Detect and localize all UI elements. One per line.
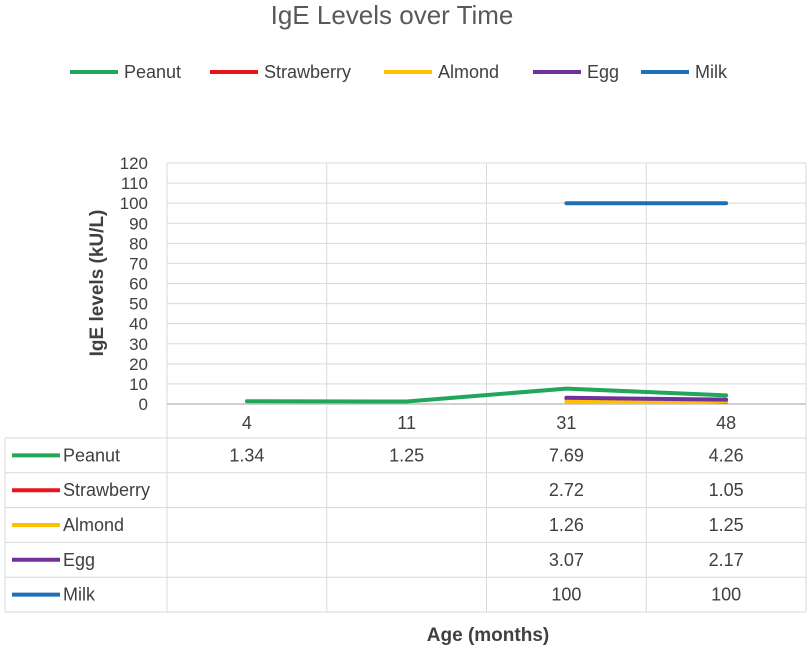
table-cell-almond-31: 1.26 bbox=[549, 515, 584, 535]
table-cell-almond-48: 1.25 bbox=[709, 515, 744, 535]
x-tick-11: 11 bbox=[397, 413, 416, 433]
table-cell-peanut-48: 4.26 bbox=[709, 445, 744, 465]
series-line-peanut bbox=[244, 386, 729, 404]
legend-label-peanut: Peanut bbox=[124, 62, 181, 82]
table-row-milk: Milk 100 100 bbox=[12, 585, 741, 605]
x-tick-4: 4 bbox=[242, 413, 252, 433]
y-axis-title: IgE levels (kU/L) bbox=[87, 210, 108, 357]
y-tick-90: 90 bbox=[129, 214, 148, 233]
x-axis-title: Age (months) bbox=[427, 625, 549, 646]
table-row-label-milk: Milk bbox=[63, 585, 96, 605]
y-tick-120: 120 bbox=[120, 154, 148, 173]
table-cell-milk-31: 100 bbox=[551, 585, 581, 605]
table-cell-peanut-4: 1.34 bbox=[229, 445, 264, 465]
table-row-label-almond: Almond bbox=[63, 515, 124, 535]
table-row-egg: Egg 3.07 2.17 bbox=[12, 550, 744, 570]
legend-label-egg: Egg bbox=[587, 62, 619, 82]
x-tick-48: 48 bbox=[716, 413, 736, 433]
legend-label-milk: Milk bbox=[695, 62, 728, 82]
y-tick-10: 10 bbox=[129, 375, 148, 394]
y-tick-70: 70 bbox=[129, 254, 148, 273]
y-tick-30: 30 bbox=[129, 335, 148, 354]
legend-item-egg: Egg bbox=[533, 62, 619, 82]
legend-label-strawberry: Strawberry bbox=[264, 62, 351, 82]
table-cell-egg-48: 2.17 bbox=[709, 550, 744, 570]
table-row-label-egg: Egg bbox=[63, 550, 95, 570]
table-cell-strawberry-31: 2.72 bbox=[549, 480, 584, 500]
table-cell-peanut-11: 1.25 bbox=[389, 445, 424, 465]
table-cell-strawberry-48: 1.05 bbox=[709, 480, 744, 500]
legend-item-peanut: Peanut bbox=[70, 62, 181, 82]
y-tick-60: 60 bbox=[129, 275, 148, 294]
table-cell-milk-48: 100 bbox=[711, 585, 741, 605]
y-tick-40: 40 bbox=[129, 315, 148, 334]
y-tick-0: 0 bbox=[139, 395, 148, 414]
series-line-egg bbox=[564, 395, 729, 402]
legend: Peanut Strawberry Almond Egg Milk bbox=[70, 62, 728, 82]
table-row-label-strawberry: Strawberry bbox=[63, 480, 150, 500]
x-tick-31: 31 bbox=[556, 413, 576, 433]
y-tick-110: 110 bbox=[121, 174, 148, 193]
y-tick-20: 20 bbox=[129, 355, 148, 374]
table-cell-egg-31: 3.07 bbox=[549, 550, 584, 570]
legend-label-almond: Almond bbox=[438, 62, 499, 82]
legend-item-strawberry: Strawberry bbox=[210, 62, 351, 82]
plot-series bbox=[244, 201, 729, 404]
table-row-almond: Almond 1.26 1.25 bbox=[12, 515, 744, 535]
legend-item-almond: Almond bbox=[384, 62, 499, 82]
data-table: 4 11 31 48 Peanut 1.34 1.25 7.69 4.26 Strawberry 2… bbox=[4, 404, 807, 613]
legend-item-milk: Milk bbox=[641, 62, 728, 82]
table-row-strawberry: Strawberry 2.72 1.05 bbox=[12, 480, 744, 500]
table-cell-peanut-31: 7.69 bbox=[549, 445, 584, 465]
chart-title: IgE Levels over Time bbox=[271, 0, 514, 30]
y-tick-80: 80 bbox=[129, 234, 148, 253]
table-row-label-peanut: Peanut bbox=[63, 445, 120, 465]
y-tick-50: 50 bbox=[129, 295, 148, 314]
gridlines bbox=[166, 162, 807, 405]
table-row-peanut: Peanut 1.34 1.25 7.69 4.26 bbox=[12, 445, 744, 465]
y-tick-100: 100 bbox=[120, 194, 148, 213]
